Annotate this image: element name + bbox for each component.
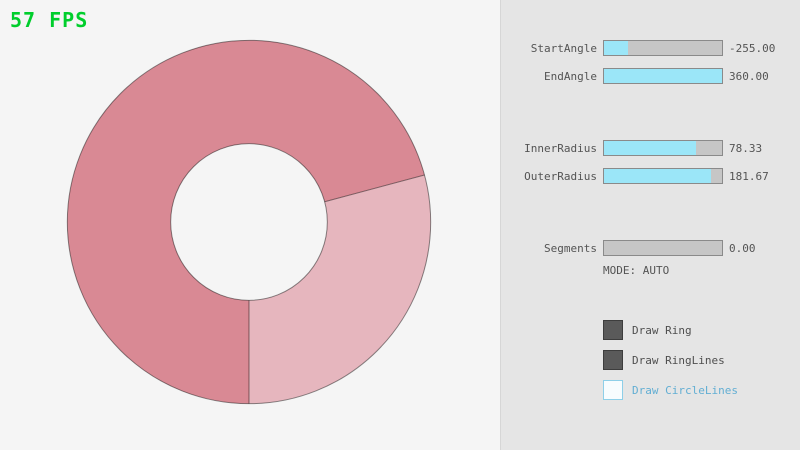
endangle-value: 360.00 bbox=[729, 69, 769, 83]
innerradius-slider[interactable] bbox=[603, 140, 723, 156]
slider-fill bbox=[604, 41, 628, 55]
slider-row-startangle: StartAngle -255.00 bbox=[501, 40, 800, 56]
controls-panel: StartAngle -255.00 EndAngle 360.00 Inner… bbox=[500, 0, 800, 450]
outerradius-label: OuterRadius bbox=[524, 169, 597, 183]
slider-fill bbox=[604, 69, 722, 83]
checkbox-label: Draw Ring bbox=[632, 323, 692, 337]
checkbox-draw-ringlines[interactable]: Draw RingLines bbox=[603, 350, 725, 370]
checkbox-draw-ring[interactable]: Draw Ring bbox=[603, 320, 692, 340]
slider-fill bbox=[604, 169, 712, 183]
checkbox-label: Draw RingLines bbox=[632, 353, 725, 367]
checkbox-label: Draw CircleLines bbox=[632, 383, 738, 397]
checkbox-box[interactable] bbox=[603, 320, 623, 340]
endangle-label: EndAngle bbox=[544, 69, 597, 83]
mode-label: MODE: AUTO bbox=[603, 264, 670, 277]
segments-slider[interactable] bbox=[603, 240, 723, 256]
startangle-label: StartAngle bbox=[530, 41, 597, 55]
slider-fill bbox=[604, 141, 697, 155]
startangle-slider[interactable] bbox=[603, 40, 723, 56]
slider-row-innerradius: InnerRadius 78.33 bbox=[501, 140, 800, 156]
outerradius-value: 181.67 bbox=[729, 169, 769, 183]
slider-row-outerradius: OuterRadius 181.67 bbox=[501, 168, 800, 184]
checkbox-draw-circlelines[interactable]: Draw CircleLines bbox=[603, 380, 738, 400]
slider-row-endangle: EndAngle 360.00 bbox=[501, 68, 800, 84]
outerradius-slider[interactable] bbox=[603, 168, 723, 184]
segments-label: Segments bbox=[544, 241, 597, 255]
fps-counter: 57 FPS bbox=[10, 8, 89, 32]
segments-value: 0.00 bbox=[729, 241, 756, 255]
slider-row-segments: Segments 0.00 bbox=[501, 240, 800, 256]
innerradius-value: 78.33 bbox=[729, 141, 763, 155]
ring-shape bbox=[66, 39, 432, 405]
checkbox-box[interactable] bbox=[603, 380, 623, 400]
innerradius-label: InnerRadius bbox=[524, 141, 597, 155]
canvas-area: 57 FPS bbox=[10, 8, 432, 405]
startangle-value: -255.00 bbox=[729, 41, 776, 55]
checkbox-box[interactable] bbox=[603, 350, 623, 370]
endangle-slider[interactable] bbox=[603, 68, 723, 84]
